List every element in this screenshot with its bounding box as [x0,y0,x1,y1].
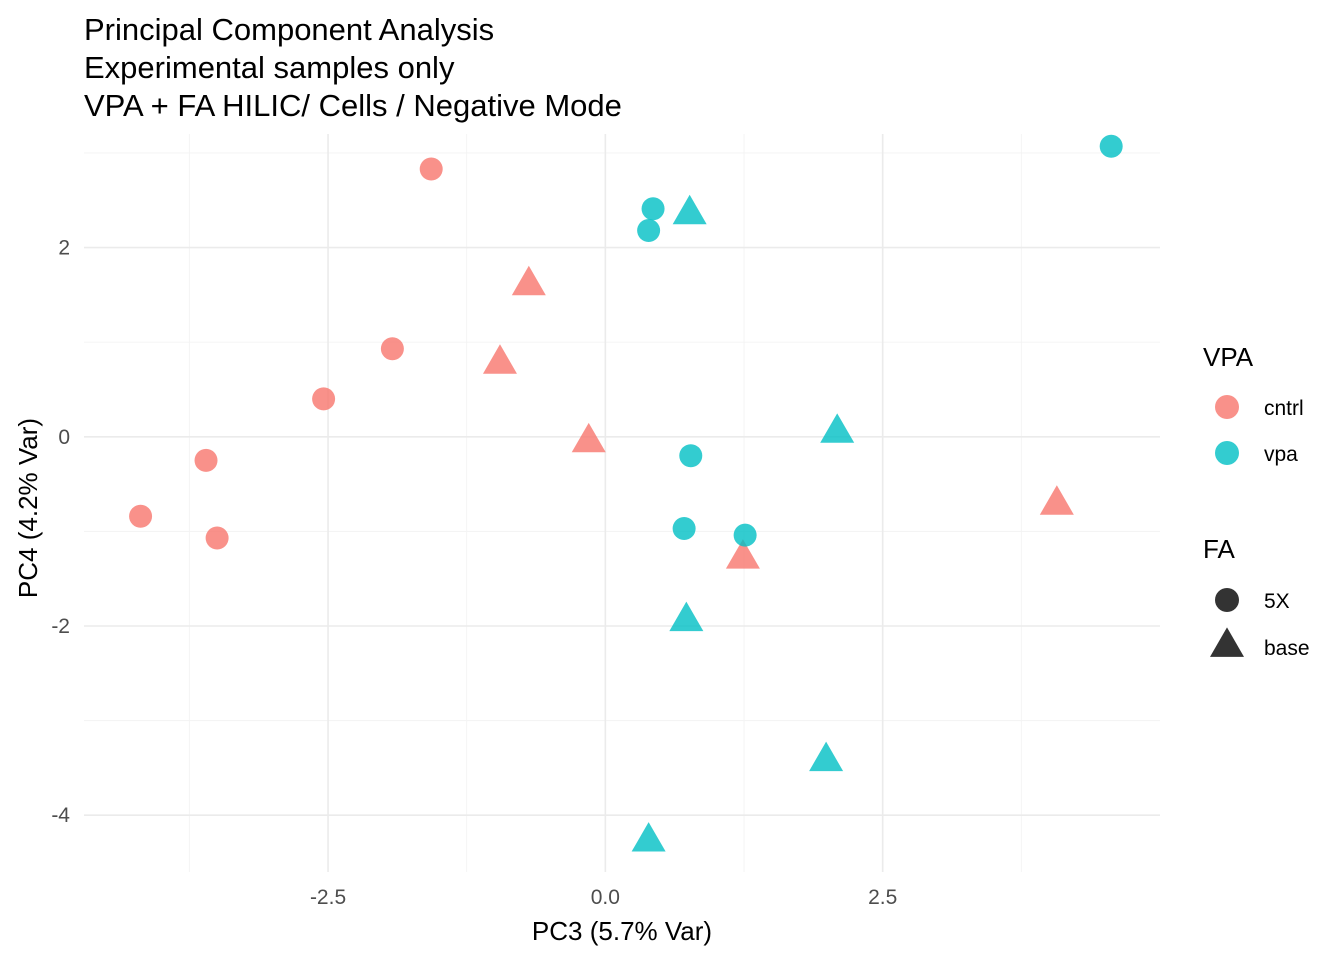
legend-label-5X: 5X [1264,590,1290,613]
data-point-triangle [809,741,844,772]
data-point-circle [419,157,443,181]
data-point-triangle [1039,485,1074,515]
data-point-circle [205,526,229,550]
data-point-triangle [820,413,855,443]
y-axis-ticks: -4 -2 0 2 [51,237,70,828]
data-point-triangle [672,194,707,225]
x-axis-title: PC3 (5.7% Var) [532,916,712,946]
data-point-circle [637,219,661,243]
legend: VPA cntrl vpa FA 5X base [1203,342,1310,660]
chart-title-line-1: Principal Component Analysis [84,12,494,47]
data-points [129,134,1123,852]
y-tick-label: 2 [58,237,70,260]
chart-title-line-2: Experimental samples only [84,50,455,85]
y-tick-label: 0 [58,426,70,449]
legend-key-vpa [1215,441,1239,465]
x-tick-label: 0.0 [591,886,620,909]
chart-title: Principal Component Analysis Experimenta… [84,12,622,123]
x-axis-ticks: -2.5 0.0 2.5 [310,886,897,909]
data-point-triangle [482,344,517,374]
data-point-circle [129,504,153,528]
legend-label-cntrl: cntrl [1264,397,1304,420]
data-point-triangle [725,539,760,569]
y-tick-label: -2 [51,615,70,638]
data-point-circle [312,387,336,411]
data-point-circle [733,523,757,547]
chart-title-line-3: VPA + FA HILIC/ Cells / Negative Mode [84,88,622,123]
data-point-circle [380,337,404,361]
legend-key-5X [1215,588,1239,612]
y-tick-label: -4 [51,804,70,827]
data-point-triangle [631,822,666,852]
data-point-circle [672,517,696,541]
legend-title-vpa: VPA [1203,342,1254,372]
data-point-triangle [511,265,546,296]
data-point-circle [1099,134,1123,158]
x-tick-label: -2.5 [310,886,346,909]
data-point-triangle [571,422,606,453]
data-point-circle [194,448,218,472]
data-point-triangle [669,601,704,632]
x-tick-label: 2.5 [868,886,897,909]
data-point-circle [679,444,703,468]
legend-label-base: base [1264,637,1310,660]
legend-title-fa: FA [1203,534,1235,564]
legend-key-base [1210,627,1244,657]
legend-key-cntrl [1215,395,1239,419]
data-point-circle [641,197,665,221]
plot-grid [84,134,1160,872]
legend-label-vpa: vpa [1264,443,1298,466]
y-axis-title: PC4 (4.2% Var) [13,418,43,598]
